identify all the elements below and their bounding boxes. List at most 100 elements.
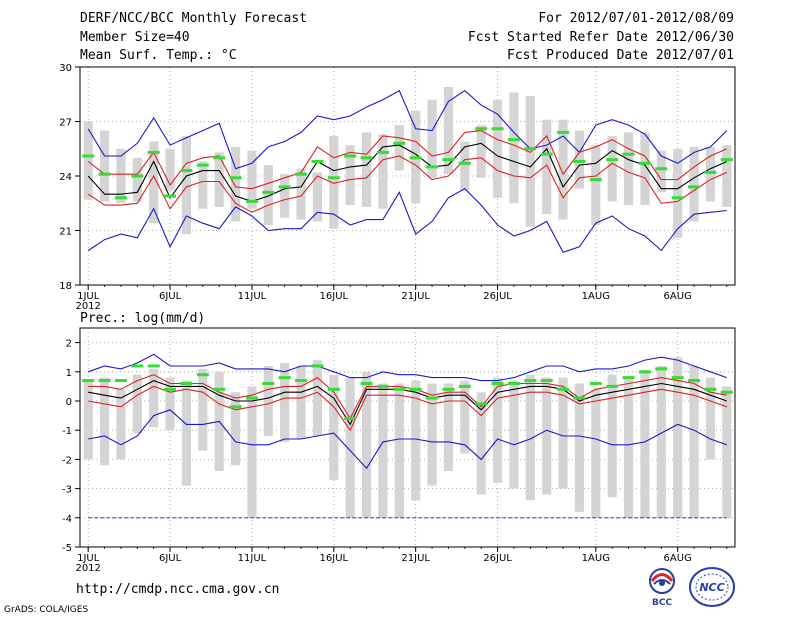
prec-line-ensemble-mean [88, 380, 727, 426]
prec-observed-marker [524, 379, 537, 383]
prec-observed-marker [98, 379, 111, 383]
prec-observed-marker [311, 364, 324, 368]
temp-observed-marker [540, 152, 553, 156]
prec-range-bar [623, 377, 634, 518]
temp-observed-marker [180, 169, 193, 173]
temp-observed-marker [638, 161, 651, 165]
temp-range-bar [607, 136, 617, 202]
temp-range-bar [149, 141, 159, 224]
prec-line-ens-min [88, 409, 727, 470]
prec-frame [79, 327, 736, 548]
prec-observed-marker [376, 384, 389, 388]
temp-observed-marker [245, 199, 258, 203]
temp-line-lower-band [87, 155, 728, 213]
temp-range-bar [525, 96, 535, 227]
prec-range-bar [656, 365, 666, 518]
prec-range-bar [558, 377, 568, 489]
temp-range-bar [83, 121, 93, 200]
temp-range-bar [427, 99, 437, 178]
prec-observed-marker [557, 387, 570, 391]
temp-range-bar [263, 165, 273, 226]
temp-observed-marker [196, 163, 209, 167]
temp-observed-marker [524, 147, 537, 151]
temp-observed-marker [327, 176, 340, 180]
prec-range-bar [722, 386, 732, 518]
temp-xtick-label: 1JUL [77, 291, 100, 302]
temp-range-bar [99, 130, 110, 202]
temp-observed-marker [606, 158, 619, 162]
temp-xtick-label: 6AUG [664, 291, 692, 302]
prec-range-bar [460, 380, 470, 454]
temp-observed-marker [213, 156, 226, 160]
bcc-logo: BCC [649, 568, 675, 608]
temp-observed-marker [589, 178, 602, 182]
prec-range-bar [296, 365, 306, 439]
temp-range-bar [329, 136, 339, 229]
temp-observed-marker [557, 130, 570, 134]
temp-observed-marker [278, 185, 291, 189]
temp-range-bar [345, 145, 355, 206]
prec-line-ens-max [88, 353, 727, 382]
temp-range-bar [214, 152, 224, 207]
prec-observed-marker [131, 364, 144, 368]
temp-range-bar [132, 157, 142, 202]
temp-observed-marker [458, 161, 471, 165]
prec-xtick-label: 21JUL [401, 553, 430, 564]
prec-range-bar [525, 374, 535, 501]
temp-observed-marker [442, 158, 455, 162]
prec-observed-marker [458, 384, 471, 388]
prec-observed-marker [606, 384, 619, 388]
temp-frame [79, 66, 736, 286]
prec-observed-marker [507, 381, 520, 385]
prec-range-bar [705, 377, 716, 460]
temp-range-bar [361, 132, 372, 207]
temp-range-bar [591, 145, 601, 226]
prec-observed-marker [589, 381, 602, 385]
prec-range-bar [607, 374, 617, 498]
temp-range-bar [165, 148, 175, 191]
prec-observed-marker [671, 376, 684, 380]
prec-xtick-label: 1JUL [77, 553, 100, 564]
temp-range-bar [116, 148, 126, 204]
temp-range-bar [181, 136, 192, 235]
temp-range-bar [198, 161, 208, 209]
prec-range-bar [198, 368, 208, 451]
temp-range-bar [673, 148, 683, 238]
temp-xtick-label: 11JUL [238, 291, 267, 302]
temp-observed-marker [720, 158, 733, 162]
temp-range-bar [689, 146, 699, 222]
prec-range-bar [312, 360, 323, 437]
prec-observed-marker [491, 381, 504, 385]
temp-observed-marker [671, 196, 684, 200]
forecast-period: For 2012/07/01-2012/08/09 [538, 11, 734, 26]
prec-range-bar [427, 383, 437, 486]
prec-observed-marker [573, 396, 586, 400]
prec-observed-marker [278, 376, 291, 380]
prec-range-bar [394, 383, 404, 518]
prec-observed-marker [688, 379, 701, 383]
temp-observed-marker [376, 150, 389, 154]
temp-range-bar [705, 146, 716, 202]
temp-xtick-label: 6JUL [159, 291, 182, 302]
prec-range-bar [361, 371, 372, 518]
ncc-logo: NCC [689, 567, 735, 607]
temp-observed-marker [98, 172, 111, 176]
prec-range-bar [181, 380, 192, 486]
temp-xtick-label: 26JUL [483, 291, 512, 302]
prec-ytick-label: -1 [62, 426, 72, 437]
temp-range-bar [640, 132, 650, 206]
prec-range-bar [492, 377, 503, 483]
source-url[interactable]: http://cmdp.ncc.cma.gov.cn [76, 582, 280, 597]
temp-observed-marker [704, 170, 717, 174]
prec-observed-marker [655, 367, 668, 371]
temp-observed-marker [295, 172, 308, 176]
temp-range-bar [509, 92, 519, 204]
prec-range-bar [165, 377, 175, 431]
temp-line-upper-band [87, 130, 728, 190]
prec-observed-marker [82, 379, 95, 383]
prec-observed-marker [262, 381, 275, 385]
prec-range-bar [689, 365, 699, 518]
temp-ytick-label: 18 [59, 281, 72, 292]
